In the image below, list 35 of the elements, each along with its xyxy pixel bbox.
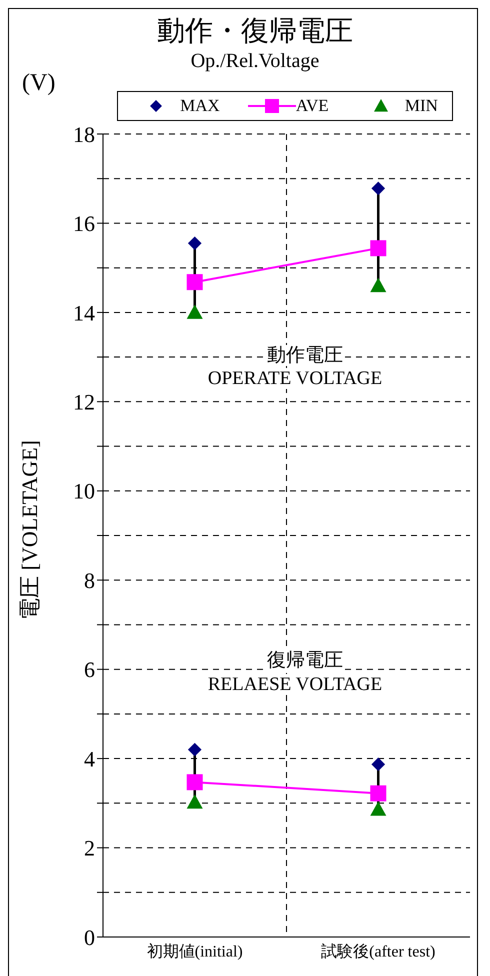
x-tick-label: 試験後(after test) [321, 942, 436, 960]
y-tick-label: 10 [73, 478, 95, 504]
point [186, 274, 203, 290]
point [186, 794, 203, 809]
y-tick-label: 14 [73, 300, 95, 326]
y-tick-label: 18 [73, 122, 95, 147]
annotation: 復帰電圧 [267, 650, 343, 671]
y-tick-label: 16 [73, 211, 95, 236]
legend-label: MIN [404, 96, 438, 116]
point [370, 278, 386, 292]
point [186, 774, 203, 790]
point [371, 758, 386, 772]
point [370, 801, 386, 816]
annotation: RELAESE VOLTAGE [208, 674, 382, 695]
chart-title: 動作・復帰電圧 [156, 15, 354, 49]
point [370, 240, 386, 256]
y-axis-title: 電圧 [VOLETAGE] [16, 440, 43, 620]
legend-label: AVE [296, 96, 329, 116]
y-tick-label: 8 [84, 568, 95, 593]
annotation: OPERATE VOLTAGE [208, 368, 382, 389]
y-tick-label: 12 [73, 389, 95, 414]
y-tick-label: 4 [84, 746, 95, 772]
y-tick-label: 0 [84, 924, 95, 950]
point [188, 742, 202, 756]
annotation: 動作電圧 [267, 345, 343, 366]
y-tick-label: 6 [84, 657, 95, 682]
chart-subtitle: Op./Rel.Voltage [190, 50, 320, 72]
point [371, 182, 386, 196]
point [186, 304, 203, 319]
y-tick-label: 2 [84, 836, 95, 861]
legend-label: MAX [180, 96, 220, 116]
x-tick-label: 初期値(initial) [146, 942, 243, 960]
text: (V) [22, 70, 56, 96]
point [188, 236, 202, 250]
point [370, 785, 386, 802]
